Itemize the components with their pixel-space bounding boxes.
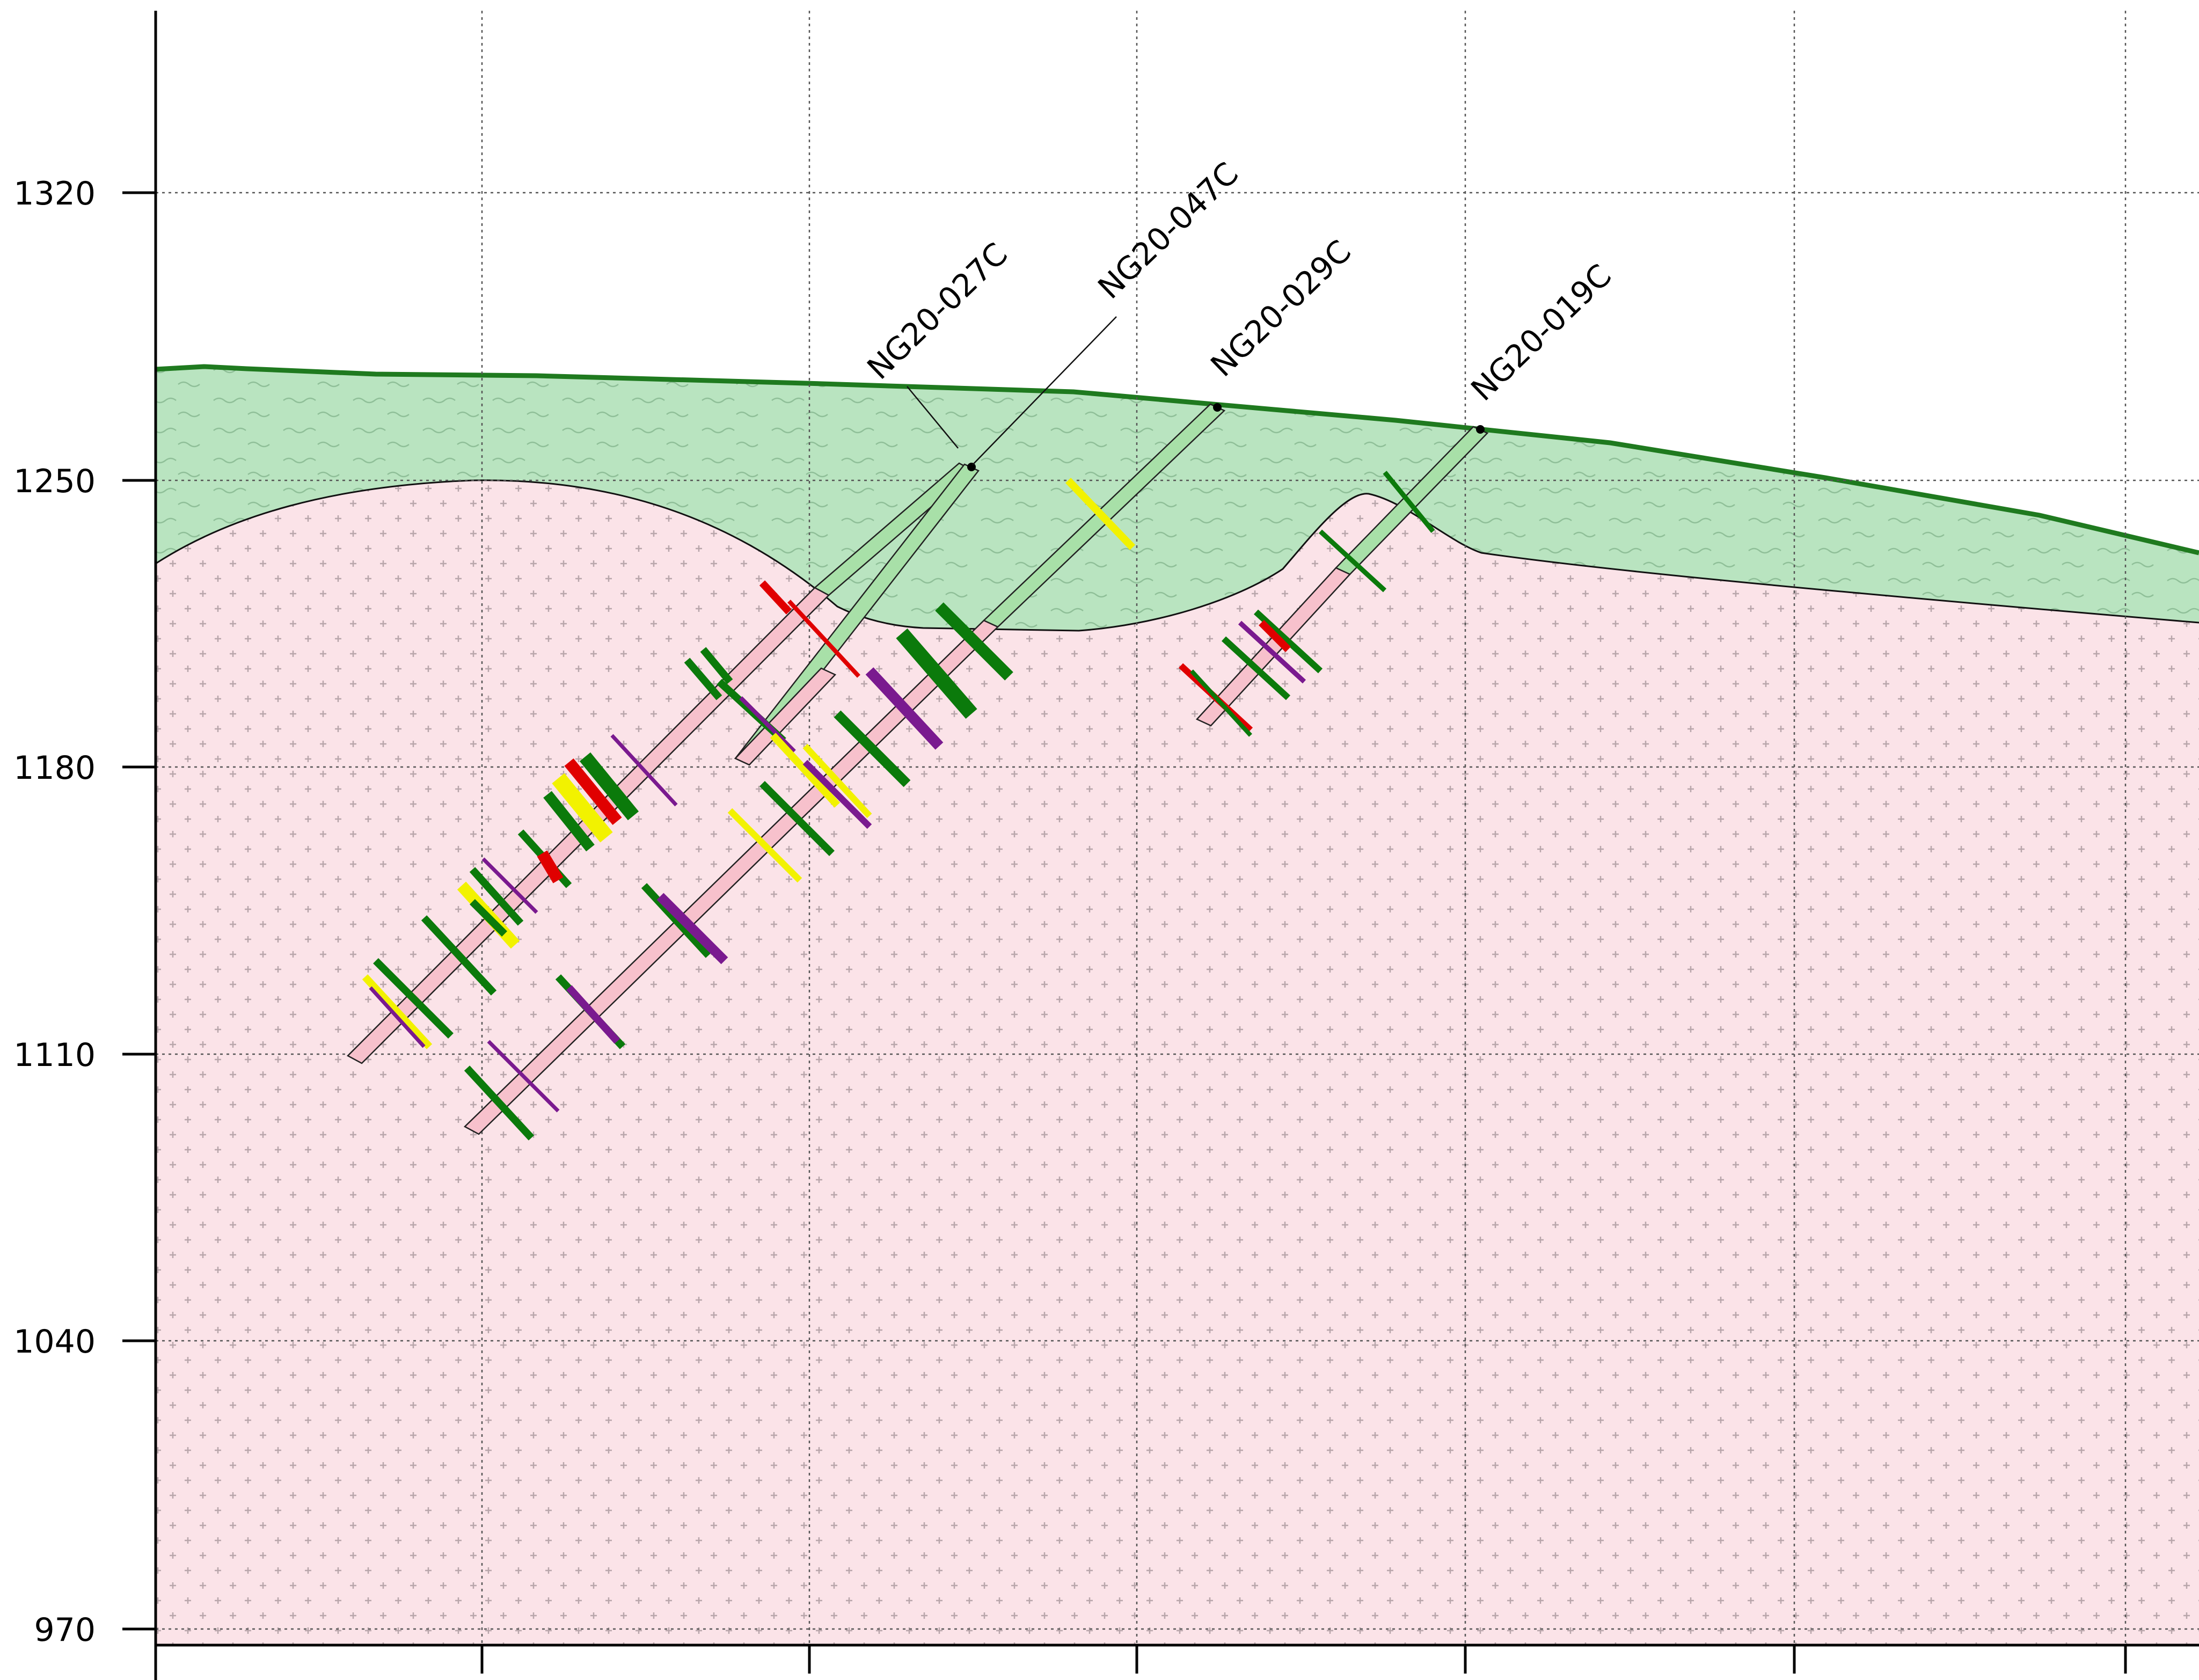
leader-NG20-047C — [972, 316, 1117, 465]
intervals-NG20-019C — [1178, 471, 1435, 737]
y-tick-label-1320: 1320 — [13, 175, 96, 213]
label-NG20-047C: NG20-047C — [1091, 155, 1245, 306]
y-tick-label-1180: 1180 — [13, 749, 96, 787]
y-tick-label-1110: 1110 — [13, 1036, 96, 1074]
intervals-NG20-029C — [464, 478, 1136, 1141]
topography-line — [156, 364, 2199, 556]
y-tick-label-970: 970 — [34, 1611, 96, 1649]
leader-NG20-027C — [907, 386, 959, 449]
y-tick-label-1250: 1250 — [13, 463, 96, 500]
collar-NG20-047C — [967, 463, 976, 471]
y-tick-label-1040: 1040 — [13, 1323, 96, 1361]
label-NG20-019C: NG20-019C — [1464, 257, 1618, 408]
grid-lines — [156, 11, 2199, 1645]
intervals-NG20-047C — [717, 678, 841, 808]
collar-NG20-029C — [1213, 403, 1222, 412]
intervals-NG20-027C — [362, 580, 860, 1049]
label-NG20-027C: NG20-027C — [860, 236, 1014, 386]
bedrock-contact-line — [156, 479, 2199, 632]
label-NG20-029C: NG20-029C — [1203, 233, 1358, 384]
collar-NG20-019C — [1476, 425, 1485, 434]
